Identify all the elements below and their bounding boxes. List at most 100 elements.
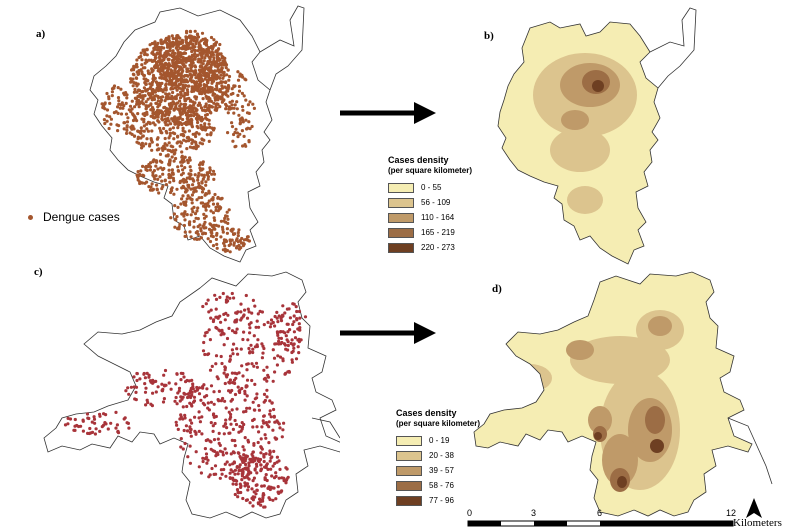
dengue-case-point	[193, 69, 197, 73]
dengue-case-point	[240, 91, 244, 95]
dengue-case-point	[243, 389, 247, 393]
dengue-case-point	[209, 440, 213, 444]
dengue-case-point	[189, 40, 193, 44]
dengue-case-point	[176, 51, 180, 55]
dengue-case-point	[150, 129, 154, 133]
dengue-case-point	[176, 69, 180, 73]
dengue-case-point	[216, 102, 220, 106]
dengue-case-point	[104, 422, 108, 426]
dengue-case-point	[244, 293, 248, 298]
dengue-case-point	[182, 138, 186, 142]
dengue-case-point	[201, 204, 206, 208]
dengue-case-point	[174, 382, 178, 386]
dengue-case-point	[214, 307, 218, 311]
dengue-case-point	[162, 65, 166, 69]
dengue-case-point	[212, 318, 216, 322]
dengue-case-point	[262, 392, 267, 396]
dengue-case-point	[77, 424, 81, 429]
dengue-case-point	[247, 111, 251, 115]
dengue-case-point	[237, 451, 241, 455]
dengue-case-point	[253, 304, 257, 308]
dengue-case-point	[160, 382, 164, 386]
dengue-case-point	[291, 322, 295, 327]
dengue-case-point	[149, 138, 154, 142]
dengue-case-point	[206, 406, 210, 410]
dengue-case-point	[185, 188, 189, 192]
dengue-case-point	[173, 399, 177, 403]
dengue-case-point	[141, 164, 145, 168]
dengue-case-point	[196, 49, 200, 53]
dengue-case-point	[161, 148, 165, 152]
dengue-case-point	[207, 199, 211, 203]
dengue-case-point	[185, 42, 189, 46]
dengue-case-point	[176, 121, 180, 125]
dengue-case-point	[158, 159, 162, 163]
dengue-case-point	[170, 79, 174, 83]
dengue-case-point	[181, 117, 185, 122]
dengue-case-point	[222, 74, 226, 78]
dengue-case-point	[190, 207, 194, 211]
dengue-case-point	[262, 454, 266, 458]
dengue-case-point	[281, 330, 285, 334]
dengue-case-point	[167, 102, 171, 106]
dengue-case-point	[223, 381, 227, 386]
dengue-case-point	[233, 468, 237, 472]
dengue-case-point	[223, 462, 227, 466]
dengue-case-point	[240, 421, 244, 425]
dengue-case-point	[282, 421, 286, 425]
legend-class: 39 - 57	[396, 463, 480, 478]
dengue-case-point	[298, 316, 302, 320]
dengue-case-point	[188, 418, 192, 422]
dengue-case-point	[172, 137, 176, 141]
dengue-case-point	[250, 362, 254, 366]
dengue-case-point	[265, 388, 269, 392]
dengue-case-point	[214, 362, 218, 366]
dengue-case-point	[255, 392, 259, 396]
dengue-case-point	[190, 123, 194, 127]
dengue-case-point	[221, 99, 225, 103]
dengue-case-point	[212, 126, 216, 130]
dengue-case-point	[233, 439, 237, 443]
dengue-case-point	[183, 64, 187, 68]
dengue-case-point	[195, 113, 199, 118]
dengue-case-point	[199, 229, 203, 233]
dengue-case-point	[274, 497, 278, 501]
dengue-case-point	[279, 336, 283, 340]
dengue-case-point	[273, 370, 277, 374]
dengue-case-point	[145, 371, 149, 375]
dengue-case-point	[186, 109, 191, 113]
dengue-case-point	[217, 389, 221, 393]
dengue-case-point	[203, 395, 207, 399]
dengue-case-point	[135, 100, 139, 104]
dengue-case-point	[160, 114, 164, 118]
dengue-case-point	[144, 104, 148, 108]
dengue-case-point	[255, 471, 259, 475]
dengue-case-point	[247, 470, 251, 474]
dengue-case-point	[104, 413, 108, 417]
dengue-case-point	[167, 62, 171, 66]
dengue-case-point	[271, 348, 275, 352]
dengue-case-point	[218, 42, 222, 47]
dengue-case-point	[143, 376, 147, 380]
dengue-case-point	[146, 97, 150, 101]
dengue-case-point	[175, 57, 179, 62]
dengue-case-point	[236, 495, 240, 499]
dengue-case-point	[206, 81, 210, 85]
dengue-case-point	[236, 472, 240, 476]
dengue-case-point	[266, 320, 270, 324]
dengue-case-point	[271, 320, 275, 325]
dengue-case-point	[135, 102, 139, 106]
dengue-case-point	[262, 484, 266, 488]
dengue-case-point	[175, 215, 179, 219]
dengue-case-point	[135, 76, 139, 80]
dengue-case-point	[235, 327, 239, 331]
dengue-case-point	[167, 381, 171, 385]
dengue-case-point	[195, 131, 199, 135]
dengue-case-point	[245, 368, 249, 372]
dengue-case-point	[220, 54, 224, 59]
dengue-case-point	[159, 38, 163, 42]
dengue-case-point	[174, 37, 178, 41]
dengue-case-point	[228, 476, 232, 480]
dengue-case-point	[201, 459, 205, 464]
dengue-case-point	[188, 63, 192, 67]
